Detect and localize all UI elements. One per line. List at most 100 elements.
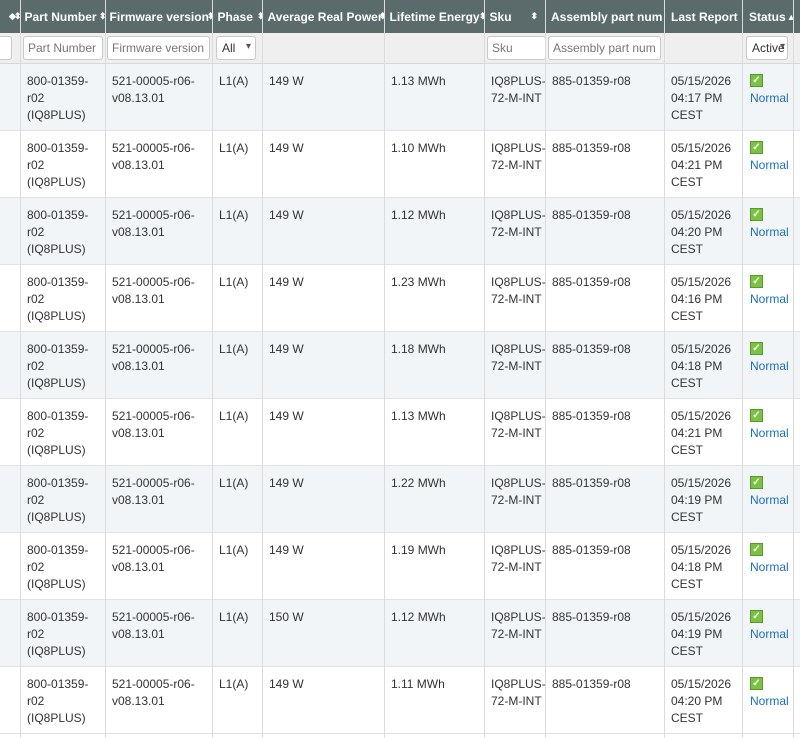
last-report-cell: 05/15/2026 04:19 PM CEST	[671, 476, 732, 524]
column-divider	[742, 0, 743, 738]
chevron-down-icon: ▾	[779, 41, 785, 52]
phase-cell: L1(A)	[219, 476, 249, 490]
status-link[interactable]: Normal	[750, 493, 789, 507]
status-link[interactable]: Normal	[750, 426, 789, 440]
table-row[interactable]: 800-01359- r02 (IQ8PLUS) 521-00005-r06- …	[0, 466, 800, 533]
firmware-version-cell: 521-00005-r06- v08.13.01	[112, 342, 195, 373]
status-ok-icon: ✓	[750, 409, 763, 422]
assembly-part-num-filter-input[interactable]	[548, 36, 661, 60]
table-row[interactable]: 800-01359- r02 (IQ8PLUS) 521-00005-r06- …	[0, 131, 800, 198]
assembly-part-num-cell: 885-01359-r08	[552, 275, 631, 289]
column-divider	[105, 0, 106, 738]
header-part-number[interactable]: ⬍ Part Number	[14, 9, 97, 24]
status-link[interactable]: Normal	[750, 225, 789, 239]
sku-cell: IQ8PLUS- 72-M-INT	[491, 74, 546, 105]
sku-cell: IQ8PLUS- 72-M-INT	[491, 342, 546, 373]
table-row[interactable]: 800-01359- r02 (IQ8PLUS) 521-00005-r06- …	[0, 198, 800, 265]
lifetime-energy-cell: 1.19 MWh	[391, 543, 446, 557]
status-ok-icon: ✓	[750, 141, 763, 154]
table-row[interactable]: 800-01359- r02 (IQ8PLUS) 521-00005-r06- …	[0, 399, 800, 466]
filter-row: All ▾ Active ▾	[0, 33, 800, 64]
lifetime-energy-cell: 1.18 MWh	[391, 342, 446, 356]
table-row[interactable]: 800-01359- r02 (IQ8PLUS) 521-00005-r06- …	[0, 600, 800, 667]
status-link[interactable]: Normal	[750, 627, 789, 641]
status-cell: ✓ Normal	[750, 208, 795, 241]
sort-icon: ⬍	[257, 11, 265, 21]
header-status[interactable]: Status ▲	[749, 9, 796, 24]
phase-filter-select[interactable]: All ▾	[216, 36, 256, 60]
sort-icon[interactable]: ◆	[9, 11, 16, 21]
lifetime-energy-cell: 1.22 MWh	[391, 476, 446, 490]
assembly-part-num-cell: 885-01359-r08	[552, 677, 631, 691]
column-divider	[484, 0, 485, 738]
status-link[interactable]: Normal	[750, 560, 789, 574]
lifetime-energy-cell: 1.13 MWh	[391, 409, 446, 423]
part-number-filter-input[interactable]	[23, 36, 103, 60]
last-report-cell: 05/15/2026 04:17 PM CEST	[671, 74, 732, 122]
header-sku[interactable]: ⬍ Sku ⬍	[479, 9, 538, 24]
part-number-cell: 800-01359- r02 (IQ8PLUS)	[27, 74, 89, 122]
firmware-version-cell: 521-00005-r06- v08.13.01	[112, 208, 195, 239]
sku-filter-input[interactable]	[487, 36, 546, 60]
sort-icon: ⬍	[379, 11, 387, 21]
phase-cell: L1(A)	[219, 610, 249, 624]
assembly-part-num-cell: 885-01359-r08	[552, 409, 631, 423]
status-ok-icon: ✓	[750, 342, 763, 355]
phase-cell: L1(A)	[219, 141, 249, 155]
firmware-version-cell: 521-00005-r06- v08.13.01	[112, 610, 195, 641]
last-report-cell: 05/15/2026 04:18 PM CEST	[671, 342, 732, 390]
table-row[interactable]: 800-01359- r02 (IQ8PLUS) 521-00005-r06- …	[0, 265, 800, 332]
average-real-power-cell: 149 W	[269, 342, 304, 356]
assembly-part-num-cell: 885-01359-r08	[552, 476, 631, 490]
lifetime-energy-cell: 1.11 MWh	[391, 677, 445, 691]
status-ok-icon: ✓	[750, 74, 763, 87]
phase-cell: L1(A)	[219, 677, 249, 691]
part-number-cell: 800-01359- r02 (IQ8PLUS)	[27, 409, 89, 457]
status-link[interactable]: Normal	[750, 158, 789, 172]
lifetime-energy-cell: 1.12 MWh	[391, 610, 446, 624]
table-row[interactable]: 800-01359- r02 (IQ8PLUS) 521-00005-r06- …	[0, 64, 800, 131]
part-number-cell: 800-01359- r02 (IQ8PLUS)	[27, 141, 89, 189]
last-report-cell: 05/15/2026 04:19 PM CEST	[671, 610, 732, 658]
assembly-part-num-cell: 885-01359-r08	[552, 342, 631, 356]
average-real-power-cell: 149 W	[269, 543, 304, 557]
table-row[interactable]: 800-01359- r02 (IQ8PLUS) 521-00005-r06- …	[0, 332, 800, 399]
filter-cell-leading	[0, 36, 12, 60]
status-link[interactable]: Normal	[750, 694, 789, 708]
status-cell: ✓ Normal	[750, 677, 795, 710]
status-cell: ✓ Normal	[750, 141, 795, 174]
status-link[interactable]: Normal	[750, 292, 789, 306]
leading-filter-input[interactable]	[0, 36, 12, 60]
status-ok-icon: ✓	[750, 476, 763, 489]
column-divider	[664, 0, 665, 738]
header-assembly-part-num[interactable]: Assembly part num	[551, 9, 663, 24]
sort-icon: ⬍	[479, 11, 487, 21]
table-row[interactable]: 800-01359- r02 (IQ8PLUS) 521-00005-r06- …	[0, 667, 800, 734]
status-cell: ✓ Normal	[750, 543, 795, 576]
average-real-power-cell: 149 W	[269, 141, 304, 155]
header-firmware-version[interactable]: ⬍ Firmware version	[99, 9, 209, 24]
status-link[interactable]: Normal	[750, 359, 789, 373]
average-real-power-cell: 149 W	[269, 74, 304, 88]
phase-cell: L1(A)	[219, 208, 249, 222]
column-divider	[545, 0, 546, 738]
sort-icon: ⬍	[207, 11, 215, 21]
header-lifetime-energy[interactable]: ⬍ Lifetime Energy	[379, 9, 480, 24]
status-ok-icon: ✓	[750, 543, 763, 556]
part-number-cell: 800-01359- r02 (IQ8PLUS)	[27, 208, 89, 256]
firmware-version-cell: 521-00005-r06- v08.13.01	[112, 409, 195, 440]
last-report-cell: 05/15/2026 04:18 PM CEST	[671, 543, 732, 591]
part-number-cell: 800-01359- r02 (IQ8PLUS)	[27, 476, 89, 524]
sku-cell: IQ8PLUS- 72-M-INT	[491, 141, 546, 172]
last-report-cell: 05/15/2026 04:20 PM CEST	[671, 677, 732, 725]
firmware-version-filter-input[interactable]	[107, 36, 210, 60]
average-real-power-cell: 149 W	[269, 476, 304, 490]
firmware-version-cell: 521-00005-r06- v08.13.01	[112, 476, 195, 507]
table-row[interactable]: 800-01359- r02 (IQ8PLUS) 521-00005-r06- …	[0, 533, 800, 600]
status-cell: ✓ Normal	[750, 476, 795, 509]
header-average-real-power[interactable]: ⬍ Average Real Power	[257, 9, 383, 24]
status-ok-icon: ✓	[750, 208, 763, 221]
status-link[interactable]: Normal	[750, 91, 789, 105]
status-filter-select[interactable]: Active ▾	[746, 36, 788, 60]
header-phase[interactable]: ⬍ Phase	[207, 9, 253, 24]
